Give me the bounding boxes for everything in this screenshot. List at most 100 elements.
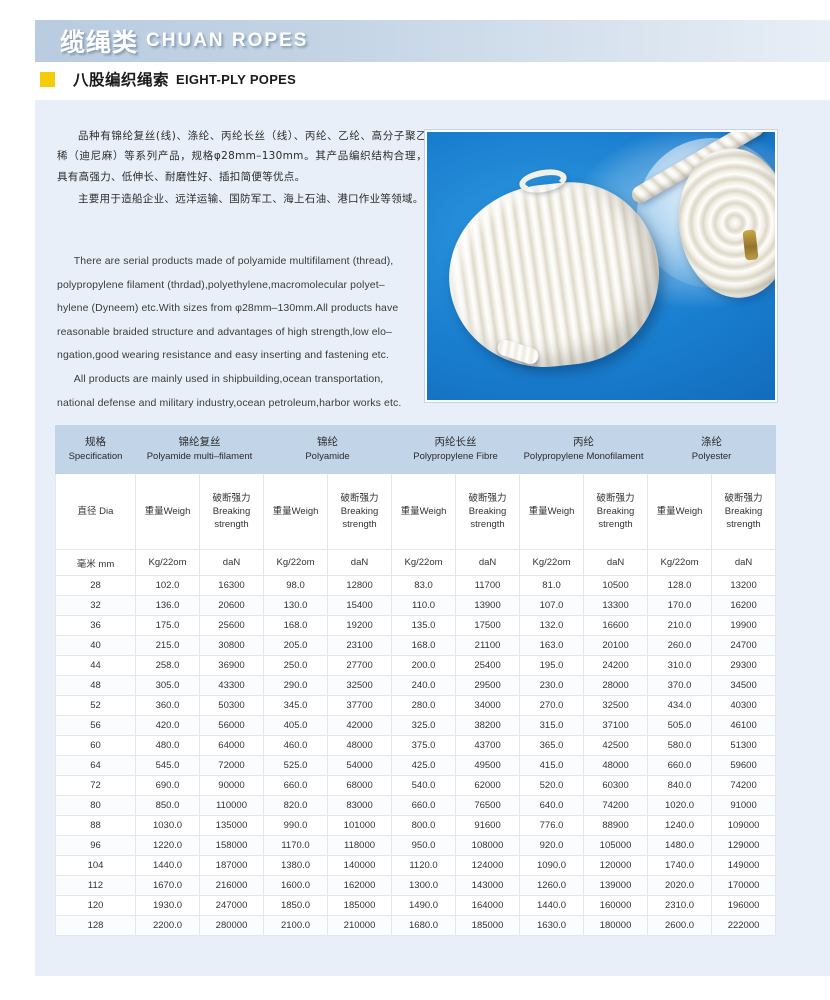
- table-cell: 54000: [327, 755, 393, 776]
- table-cell: 660.0: [647, 755, 713, 776]
- description-en-block: There are serial products made of polyam…: [57, 250, 427, 415]
- cell-diameter: 36: [55, 615, 136, 636]
- table-cell: 305.0: [135, 675, 200, 696]
- cell-diameter: 40: [55, 635, 136, 656]
- table-cell: 158000: [198, 835, 265, 856]
- description-en-line-5: ngation,good wearing resistance and easy…: [57, 349, 390, 362]
- table-cell: 51300: [711, 735, 777, 756]
- column-unit: Kg/22om: [263, 549, 329, 576]
- group-header-cn: 丙纶: [573, 436, 595, 448]
- table-cell: 21100: [455, 635, 521, 656]
- table-cell: 540.0: [391, 775, 457, 796]
- column-unit: Kg/22om: [519, 549, 585, 576]
- table-cell: 1600.0: [263, 875, 329, 896]
- table-cell: 365.0: [519, 735, 585, 756]
- table-cell: 29500: [455, 675, 521, 696]
- table-cell: 143000: [455, 875, 521, 896]
- table-row: 96 1220.0 158000 1170.0 118000 950.0 108000 920…: [55, 835, 777, 856]
- table-cell: 13300: [583, 595, 649, 616]
- column-subheader: 重量Weigh: [263, 473, 329, 550]
- table-cell: 2310.0: [647, 895, 713, 916]
- column-subheader-line: Breaking: [468, 505, 507, 517]
- table-row: 104 1440.0 187000 1380.0 140000 1120.0 124000 1…: [55, 855, 777, 876]
- cell-diameter: 32: [55, 595, 136, 616]
- table-cell: 10500: [583, 575, 649, 596]
- column-subheader: 重量Weigh: [135, 473, 200, 550]
- table-cell: 91600: [455, 815, 521, 836]
- table-cell: 60300: [583, 775, 649, 796]
- table-cell: 1090.0: [519, 855, 585, 876]
- description-en-line-7: national defense and military industry,o…: [57, 396, 402, 409]
- cell-diameter: 48: [55, 675, 136, 696]
- table-cell: 415.0: [519, 755, 585, 776]
- table-cell: 776.0: [519, 815, 585, 836]
- table-cell: 25400: [455, 655, 521, 676]
- table-cell: 2200.0: [135, 915, 200, 936]
- table-cell: 19900: [711, 615, 777, 636]
- table-cell: 37100: [583, 715, 649, 736]
- rope-coil-body: [440, 173, 668, 377]
- table-cell: 215.0: [135, 635, 200, 656]
- table-cell: 124000: [455, 855, 521, 876]
- table-cell: 230.0: [519, 675, 585, 696]
- group-header-en: Polyamide: [305, 451, 350, 463]
- table-unit-row: 毫米 mm Kg/22om daN Kg/22om daN Kg/22om daN Kg/22…: [55, 549, 777, 576]
- table-cell: 108000: [455, 835, 521, 856]
- table-cell: 32500: [583, 695, 649, 716]
- table-cell: 425.0: [391, 755, 457, 776]
- cell-diameter: 128: [55, 915, 136, 936]
- group-header-specification: 规格 Specification: [55, 425, 136, 474]
- table-cell: 101000: [327, 815, 393, 836]
- table-cell: 110.0: [391, 595, 457, 616]
- column-subheader-line: 重量Weigh: [656, 505, 703, 517]
- table-cell: 1480.0: [647, 835, 713, 856]
- table-cell: 250.0: [263, 655, 329, 676]
- table-cell: 83000: [327, 795, 393, 816]
- group-header-polyamide: 锦纶 Polyamide: [263, 425, 393, 474]
- column-subheader-line: Breaking: [340, 505, 379, 517]
- cell-diameter: 28: [55, 575, 136, 596]
- cell-diameter: 88: [55, 815, 136, 836]
- table-cell: 525.0: [263, 755, 329, 776]
- column-subheader: 重量Weigh: [391, 473, 457, 550]
- table-cell: 120000: [583, 855, 649, 876]
- group-header-en: Polypropylene Monofilament: [523, 451, 644, 463]
- cell-diameter: 60: [55, 735, 136, 756]
- page-title-cn: 缆绳类: [60, 29, 139, 57]
- table-row: 32 136.0 20600 130.0 15400 110.0 13900 107.0 133…: [55, 595, 777, 616]
- table-cell: 1220.0: [135, 835, 200, 856]
- table-cell: 20600: [198, 595, 265, 616]
- group-header-en: Polypropylene Fibre: [413, 451, 498, 463]
- table-cell: 185000: [455, 915, 521, 936]
- column-subheader: 破断强力 Breaking strength: [455, 473, 521, 550]
- column-unit: Kg/22om: [391, 549, 457, 576]
- column-subheader-line: Breaking: [212, 505, 251, 517]
- table-cell: 17500: [455, 615, 521, 636]
- table-cell: 32500: [327, 675, 393, 696]
- table-cell: 175.0: [135, 615, 200, 636]
- column-subheader-line: 破断强力: [724, 492, 763, 504]
- column-subheader-line: 直径 Dia: [77, 505, 114, 517]
- table-cell: 1630.0: [519, 915, 585, 936]
- table-cell: 185000: [327, 895, 393, 916]
- column-subheader-line: 重量Weigh: [144, 505, 191, 517]
- group-header-cn: 锦纶: [317, 436, 339, 448]
- table-cell: 98.0: [263, 575, 329, 596]
- column-subheader-line: 破断强力: [596, 492, 635, 504]
- table-row: 36 175.0 25600 168.0 19200 135.0 17500 132.0 166…: [55, 615, 777, 636]
- table-cell: 149000: [711, 855, 777, 876]
- bullet-square-icon: [40, 71, 55, 87]
- table-cell: 42000: [327, 715, 393, 736]
- table-cell: 840.0: [647, 775, 713, 796]
- description-en-line-1: There are serial products made of polyam…: [73, 254, 394, 267]
- table-cell: 1670.0: [135, 875, 200, 896]
- table-subheader-row: 直径 Dia 重量Weigh 破断强力 Breaking strength 重量Weigh…: [55, 473, 777, 550]
- table-cell: 375.0: [391, 735, 457, 756]
- table-cell: 200.0: [391, 655, 457, 676]
- table-cell: 290.0: [263, 675, 329, 696]
- table-cell: 2100.0: [263, 915, 329, 936]
- table-cell: 270.0: [519, 695, 585, 716]
- table-cell: 42500: [583, 735, 649, 756]
- column-unit: Kg/22om: [135, 549, 200, 576]
